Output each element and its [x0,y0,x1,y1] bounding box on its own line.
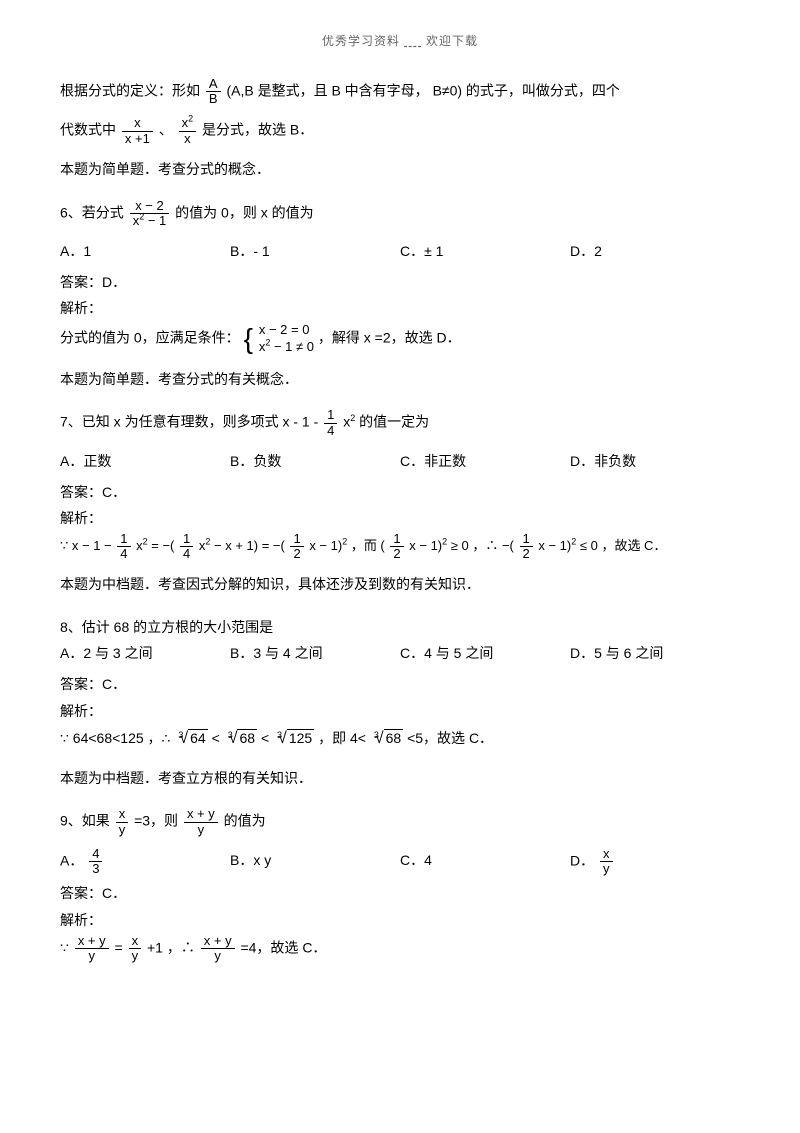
q6-answer: 答案：D． [60,269,740,296]
q9-opt-d: D． xy [570,847,740,877]
page-header: 优秀学习资料 欢迎下载 [60,30,740,53]
q9-explanation: ∵ x + yy = xy +1 ，∴ x + yy =4，故选 C． [60,934,740,964]
q8-note: 本题为中档题．考查立方根的有关知识． [60,765,740,792]
fraction-x2-x: x2x [179,116,197,146]
q6-opt-d: D．2 [570,238,740,265]
q7-opt-d: D．非负数 [570,448,740,475]
q9-opt-a: A． 43 [60,847,230,877]
q6-stem: 6、若分式 x − 2x2 − 1 的值为 0，则 x 的值为 [60,199,740,229]
q6-opt-b: B．- 1 [230,238,400,265]
intro-note: 本题为简单题．考查分式的概念． [60,156,740,183]
intro-line1: 根据分式的定义：形如 AB (A,B 是整式，且 B 中含有字母， B≠0) 的… [60,77,740,107]
q6-analysis-label: 解析： [60,295,740,322]
q6-cases: x − 2 = 0 x2 − 1 ≠ 0 [259,322,314,356]
fraction-x-xp1: xx +1 [122,116,153,146]
q7-note: 本题为中档题．考查因式分解的知识，具体还涉及到数的有关知识． [60,571,740,598]
q7-explanation: ∵ x − 1 − 14 x2 = −( 14 x2 − x + 1) = −(… [60,532,740,562]
q6-options: A．1 B．- 1 C．± 1 D．2 [60,238,740,265]
header-text-2: 欢迎下载 [426,34,478,48]
q8-analysis-label: 解析： [60,698,740,725]
fraction-ab: AB [206,77,221,107]
q9-options: A． 43 B．x y C．4 D． xy [60,847,740,877]
q7-opt-a: A．正数 [60,448,230,475]
q8-opt-b: B．3 与 4 之间 [230,640,400,667]
q9-opt-b: B．x y [230,847,400,877]
q7-opt-c: C．非正数 [400,448,570,475]
q7-fraction: 14 [324,408,337,438]
cube-root-icon: 3√64 [174,724,207,754]
q8-answer: 答案：C． [60,671,740,698]
brace-icon: { [244,326,253,351]
q8-stem: 8、估计 68 的立方根的大小范围是 [60,614,740,641]
q7-options: A．正数 B．负数 C．非正数 D．非负数 [60,448,740,475]
q9-answer: 答案：C． [60,880,740,907]
q9-frac2: x + yy [184,807,218,837]
q6-opt-a: A．1 [60,238,230,265]
q6-fraction: x − 2x2 − 1 [130,199,170,229]
header-text-1: 优秀学习资料 [322,34,400,48]
q8-explanation: ∵ 64<68<125 ，∴ 3√64 < 3√68 < 3√125 ，即 4<… [60,724,740,754]
q6-explanation: 分式的值为 0，应满足条件： { x − 2 = 0 x2 − 1 ≠ 0 ，解… [60,322,740,356]
q7-analysis-label: 解析： [60,505,740,532]
intro-line2: 代数式中 xx +1 、 x2x 是分式，故选 B． [60,116,740,146]
q9-analysis-label: 解析： [60,907,740,934]
q6-opt-c: C．± 1 [400,238,570,265]
q8-opt-a: A．2 与 3 之间 [60,640,230,667]
q6-note: 本题为简单题．考查分式的有关概念． [60,366,740,393]
q8-opt-c: C．4 与 5 之间 [400,640,570,667]
q7-stem: 7、已知 x 为任意有理数，则多项式 x - 1 - 14 x2 的值一定为 [60,408,740,438]
q9-opt-c: C．4 [400,847,570,877]
q8-options: A．2 与 3 之间 B．3 与 4 之间 C．4 与 5 之间 D．5 与 6… [60,640,740,667]
q7-answer: 答案：C． [60,479,740,506]
q8-opt-d: D．5 与 6 之间 [570,640,740,667]
q9-stem: 9、如果 xy =3，则 x + yy 的值为 [60,807,740,837]
q7-opt-b: B．负数 [230,448,400,475]
q9-frac1: xy [116,807,129,837]
